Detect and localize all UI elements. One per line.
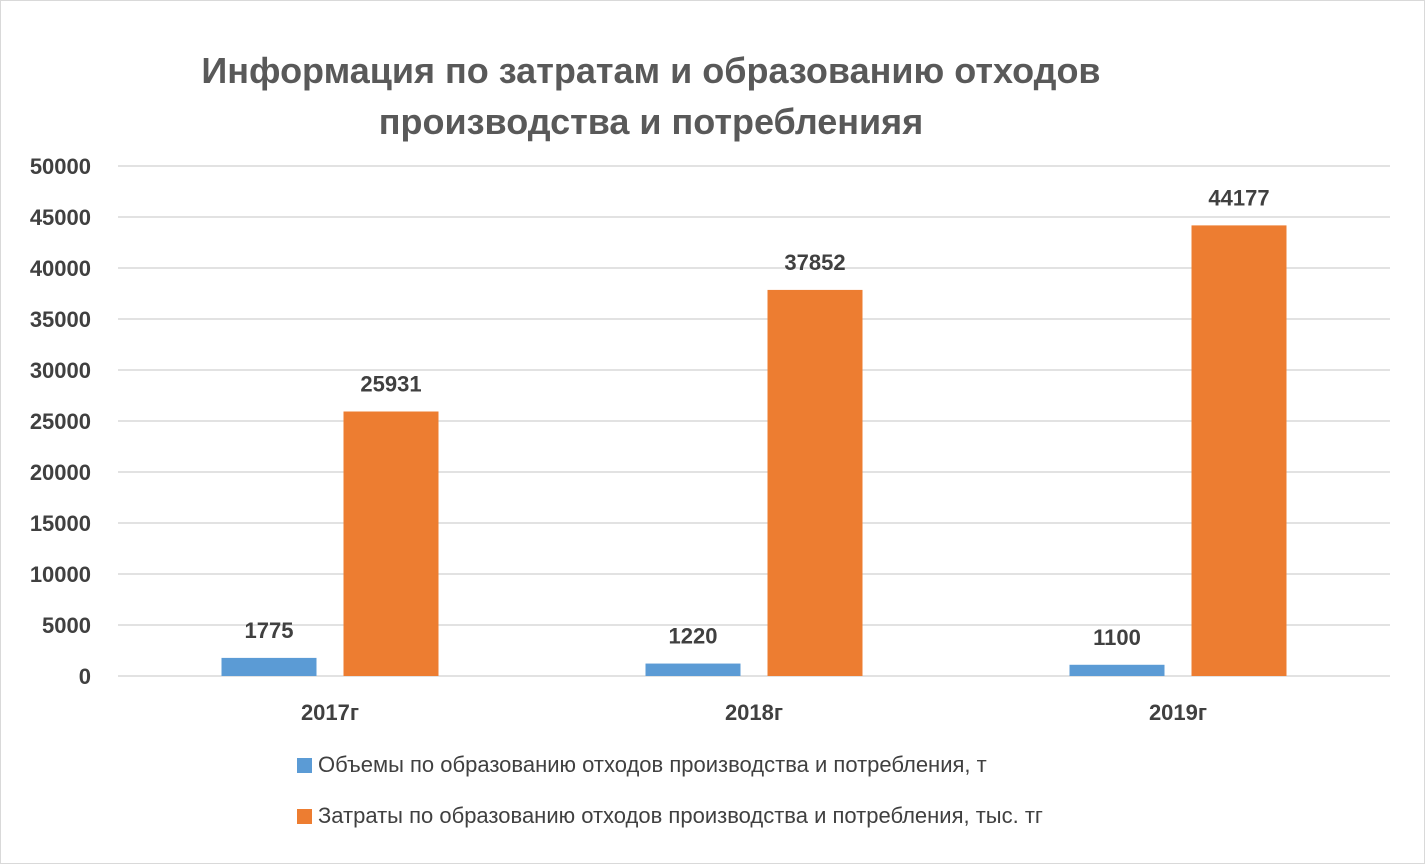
x-tick-label: 2019г [1149, 700, 1207, 725]
data-label: 1100 [1093, 625, 1141, 650]
y-tick-label: 20000 [30, 460, 91, 485]
data-label: 44177 [1208, 185, 1269, 210]
y-tick-label: 30000 [30, 358, 91, 383]
bar [767, 289, 863, 676]
y-tick-label: 40000 [30, 256, 91, 281]
chart-title: Информация по затратам и образованию отх… [201, 50, 1100, 142]
y-tick-label: 45000 [30, 205, 91, 230]
y-tick-label: 15000 [30, 511, 91, 536]
bar [221, 657, 317, 676]
legend-item: Затраты по образованию отходов производс… [297, 803, 1043, 828]
bar [343, 411, 439, 676]
data-label: 1220 [669, 624, 718, 649]
y-tick-label: 0 [79, 664, 91, 689]
y-tick-label: 5000 [42, 613, 91, 638]
legend-swatch [297, 809, 312, 824]
legend-label: Затраты по образованию отходов производс… [318, 803, 1043, 828]
data-labels: 1775 25931 1220 37852 1100 44177 [245, 185, 1270, 649]
bars [221, 225, 1287, 677]
bar [1069, 664, 1165, 676]
data-label: 1775 [245, 618, 294, 643]
x-tick-label: 2018г [725, 700, 783, 725]
legend: Объемы по образованию отходов производст… [297, 752, 1043, 828]
legend-label: Объемы по образованию отходов производст… [318, 752, 987, 777]
legend-item: Объемы по образованию отходов производст… [297, 752, 987, 777]
chart-title-line: Информация по затратам и образованию отх… [201, 50, 1100, 91]
y-tick-label: 25000 [30, 409, 91, 434]
bar [645, 663, 741, 676]
x-axis-categories: 2017г 2018г 2019г [301, 700, 1207, 725]
data-label: 25931 [360, 372, 421, 397]
y-tick-label: 35000 [30, 307, 91, 332]
x-tick-label: 2017г [301, 700, 359, 725]
y-tick-label: 10000 [30, 562, 91, 587]
data-label: 37852 [784, 250, 845, 275]
gridlines [118, 165, 1390, 677]
y-tick-label: 50000 [30, 154, 91, 179]
y-axis-ticks: 0 5000 10000 15000 20000 25000 30000 35000 40000… [30, 154, 91, 689]
chart-title-line: производства и потребленияя [379, 101, 923, 142]
legend-swatch [297, 758, 312, 773]
bar [1191, 225, 1287, 677]
